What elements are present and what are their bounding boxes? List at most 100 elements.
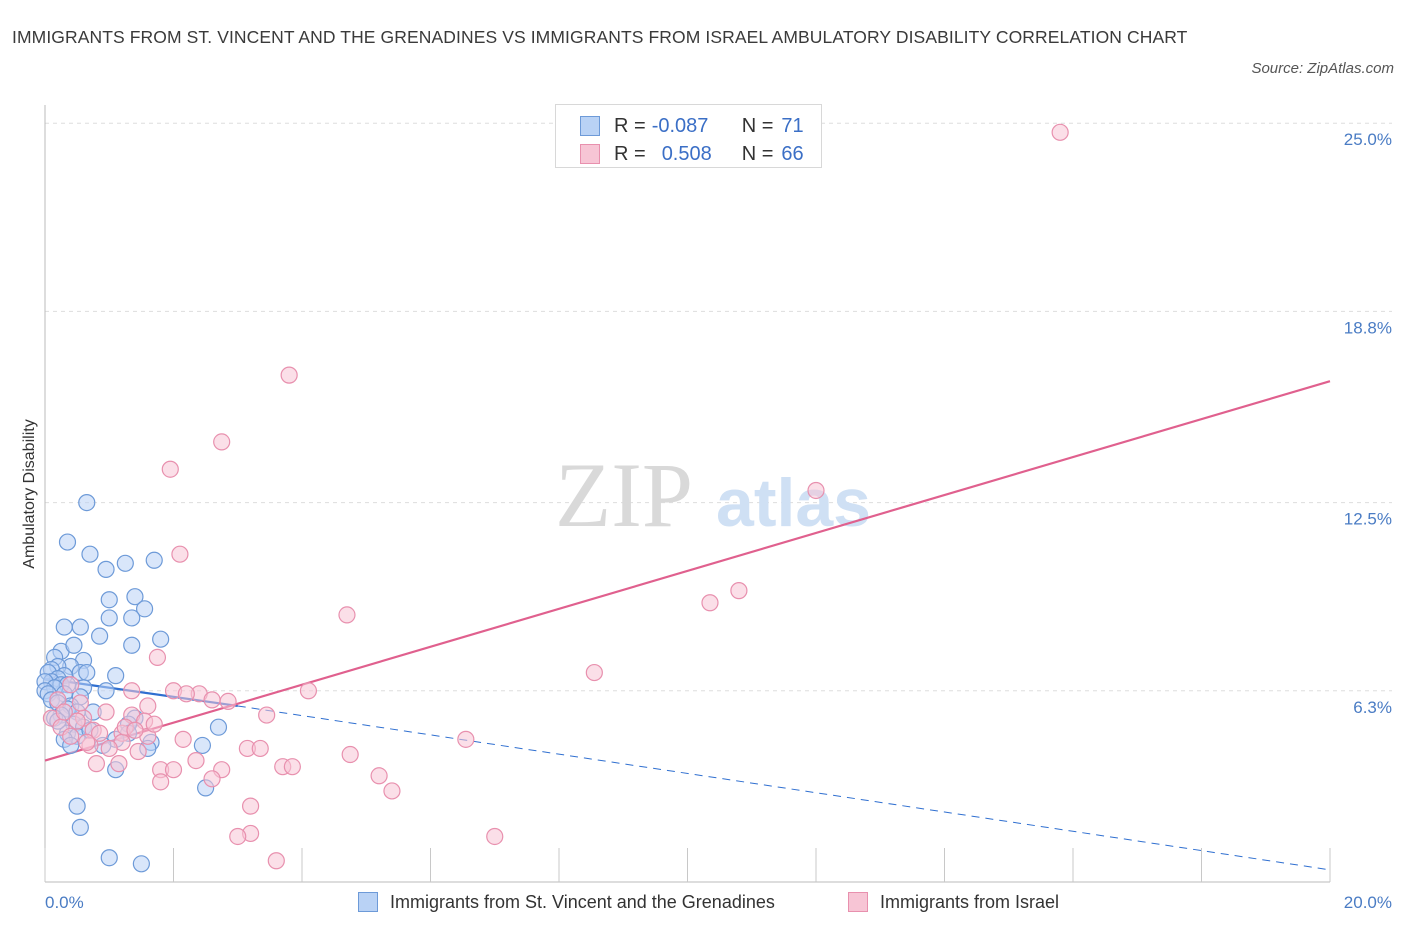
tick-labels: 6.3% 12.5% 18.8% 25.0% 0.0% 20.0% [45, 130, 1392, 912]
blue-swatch [358, 892, 378, 912]
blue-point [100, 591, 118, 609]
pink-point [251, 739, 269, 758]
blue-point [209, 718, 228, 736]
blue-point [65, 636, 83, 654]
r-label: R = [614, 142, 646, 165]
pink-point [55, 703, 73, 721]
pink-point [701, 594, 719, 612]
n-value: 66 [781, 142, 804, 165]
pink-point [91, 724, 109, 742]
blue-point [100, 849, 118, 867]
pink-point [383, 782, 401, 800]
r-value: -0.087 [651, 114, 709, 137]
n-label: N = [741, 114, 774, 137]
pink-point [62, 727, 80, 745]
pink-point [139, 697, 157, 715]
blue-trend-extension [237, 705, 1331, 871]
pink-swatch [848, 892, 868, 912]
legend-item-pink: Immigrants from Israel [848, 888, 1059, 916]
pink-point [171, 545, 189, 563]
blue-point [97, 560, 115, 578]
data-points [36, 123, 1069, 873]
blue-point [193, 736, 212, 755]
pink-point [145, 715, 163, 733]
blue-point [97, 682, 115, 700]
pink-point [299, 682, 318, 700]
r-label: R = [614, 114, 646, 137]
pink-point [457, 730, 475, 748]
pink-point [174, 730, 192, 748]
y-tick-label: 12.5% [1344, 510, 1392, 529]
legend-label: Immigrants from St. Vincent and the Gren… [390, 891, 775, 912]
blue-point [78, 494, 96, 512]
pink-point [219, 692, 237, 711]
pink-point [242, 797, 260, 815]
pink-point [71, 694, 89, 712]
blue-point [100, 609, 118, 627]
pink-point [152, 773, 170, 791]
blue-swatch [580, 116, 600, 136]
blue-point [107, 667, 125, 685]
pink-point [203, 691, 221, 709]
pink-point [283, 758, 301, 776]
pink-point [129, 742, 147, 761]
pink-point [126, 721, 144, 739]
axes [44, 105, 1331, 883]
pink-trend-line [44, 380, 1331, 762]
blue-point [91, 627, 109, 645]
pink-swatch [580, 144, 600, 164]
r-value: 0.508 [661, 142, 712, 165]
n-value: 71 [781, 114, 804, 137]
legend-row-pink: R = 0.508 N = 66 [580, 141, 804, 167]
pink-point [177, 685, 195, 703]
pink-point [203, 770, 221, 788]
blue-point [132, 855, 150, 873]
pink-point [87, 755, 106, 773]
chart-title: IMMIGRANTS FROM ST. VINCENT AND THE GREN… [12, 27, 1188, 47]
blue-point [71, 618, 89, 636]
pink-point [486, 827, 504, 846]
x-tick-label: 20.0% [1344, 893, 1392, 912]
pink-point [213, 433, 231, 451]
y-tick-label: 25.0% [1344, 130, 1392, 149]
x-tick-label: 0.0% [45, 893, 84, 912]
y-tick-label: 18.8% [1344, 318, 1392, 337]
n-label: N = [741, 142, 774, 165]
pink-point [258, 706, 276, 724]
pink-point [148, 648, 167, 666]
legend-row-blue: R = -0.087 N = 71 [580, 113, 804, 139]
legend-item-blue: Immigrants from St. Vincent and the Gren… [358, 888, 775, 916]
correlation-legend: R = -0.087 N = 71 R = 0.508 N = 66 [555, 104, 822, 168]
pink-point [370, 767, 388, 785]
pink-point [341, 745, 359, 764]
legend-label: Immigrants from Israel [880, 891, 1060, 912]
blue-point [68, 797, 86, 815]
pink-point [110, 755, 128, 773]
y-axis-label: Ambulatory Disability [21, 419, 38, 568]
pink-point [338, 606, 356, 624]
pink-point [229, 827, 247, 846]
pink-point [187, 751, 205, 770]
grid-lines [45, 122, 1392, 692]
blue-point [116, 554, 134, 572]
blue-point [123, 609, 141, 627]
pink-point [100, 739, 118, 758]
pink-point [123, 682, 141, 700]
blue-point [123, 636, 141, 654]
pink-point [730, 582, 748, 600]
blue-point [55, 618, 73, 636]
blue-point [152, 630, 170, 648]
pink-point [62, 676, 80, 694]
blue-point [126, 588, 144, 606]
pink-point [280, 366, 298, 384]
pink-point [807, 481, 825, 500]
pink-point [1051, 123, 1069, 141]
pink-point [164, 761, 183, 779]
pink-point [161, 460, 179, 478]
watermark-atlas: atlas [716, 465, 871, 541]
blue-point [58, 533, 77, 551]
pink-point [68, 712, 86, 730]
watermark: ZIP atlas [555, 444, 871, 546]
pink-point [97, 703, 115, 721]
